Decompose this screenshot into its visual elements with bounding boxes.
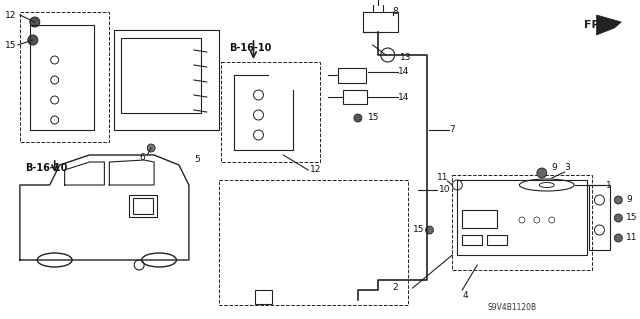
Circle shape	[147, 144, 155, 152]
Text: 7: 7	[449, 125, 455, 135]
Text: 14: 14	[397, 93, 409, 101]
Polygon shape	[596, 15, 621, 35]
Bar	[343, 90, 367, 104]
Circle shape	[614, 196, 622, 204]
Text: 5: 5	[194, 155, 200, 165]
Bar	[363, 12, 397, 32]
Text: 13: 13	[399, 54, 411, 63]
Circle shape	[354, 114, 362, 122]
Bar	[255, 290, 273, 304]
Circle shape	[28, 35, 38, 45]
Bar	[122, 38, 201, 113]
Bar	[589, 185, 611, 250]
Circle shape	[537, 168, 547, 178]
Bar	[452, 175, 591, 270]
Text: 14: 14	[397, 68, 409, 77]
Text: 1: 1	[607, 181, 612, 189]
Text: 15: 15	[413, 226, 424, 234]
Text: 11: 11	[437, 174, 449, 182]
Text: B-16-10: B-16-10	[25, 163, 67, 173]
Circle shape	[614, 214, 622, 222]
Bar	[115, 30, 219, 130]
Text: 15: 15	[5, 41, 17, 49]
Text: 12: 12	[5, 11, 17, 19]
Circle shape	[30, 17, 40, 27]
Bar	[462, 210, 497, 228]
Bar	[20, 12, 109, 142]
Text: 6: 6	[139, 153, 145, 162]
Text: 15: 15	[368, 114, 380, 122]
Bar	[133, 198, 153, 214]
Text: 12: 12	[310, 166, 321, 174]
Bar	[129, 195, 157, 217]
Text: 9: 9	[627, 196, 632, 204]
Text: 8: 8	[393, 8, 399, 17]
Bar	[221, 62, 320, 162]
Bar	[462, 235, 482, 245]
Text: 4: 4	[462, 291, 468, 300]
Text: 10: 10	[440, 186, 451, 195]
Text: 9: 9	[552, 164, 557, 173]
Circle shape	[426, 226, 433, 234]
Text: S9V4B1120B: S9V4B1120B	[487, 303, 536, 313]
Text: 11: 11	[627, 234, 638, 242]
Text: 3: 3	[564, 164, 570, 173]
Text: 2: 2	[393, 284, 398, 293]
Text: B-16-10: B-16-10	[228, 43, 271, 53]
Text: FR.: FR.	[584, 20, 605, 30]
Bar	[219, 180, 408, 305]
Bar	[338, 68, 366, 83]
Text: 15: 15	[627, 213, 638, 222]
Circle shape	[614, 234, 622, 242]
Bar	[458, 180, 586, 255]
Bar	[487, 235, 507, 245]
